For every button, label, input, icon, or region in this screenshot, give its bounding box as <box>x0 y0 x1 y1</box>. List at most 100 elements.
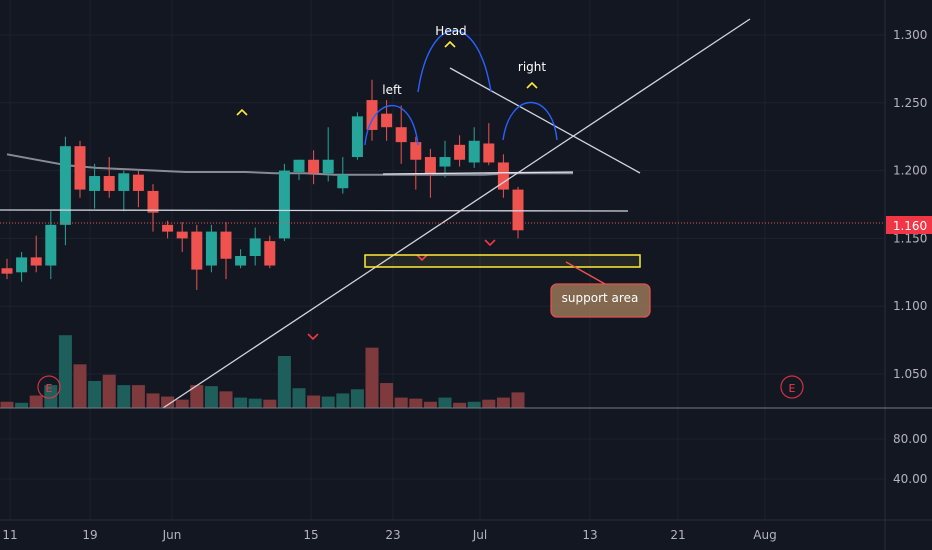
moving-average-line <box>6 153 573 176</box>
drawings <box>0 18 885 409</box>
candle-body <box>16 257 28 273</box>
support-callout-box <box>550 283 651 318</box>
volume-bar <box>482 399 496 408</box>
price-tick-label: 1.300 <box>893 28 927 42</box>
time-tick-label: 23 <box>385 528 400 542</box>
volume-bar <box>234 397 248 408</box>
volume-bar <box>467 401 481 408</box>
candle-body <box>45 224 57 266</box>
time-tick-label: 21 <box>670 528 685 542</box>
volume-bar <box>438 397 452 408</box>
volume-tick-label: 40.00 <box>893 472 927 486</box>
candle-body <box>322 159 334 174</box>
volume-bar <box>365 347 379 408</box>
volume-bar <box>307 395 321 408</box>
volume-bar <box>29 395 43 408</box>
candle-body <box>351 116 363 158</box>
volume-bar <box>204 386 218 408</box>
left-shoulder-arc <box>364 105 419 146</box>
candle-body <box>235 256 247 266</box>
candle-body <box>497 162 509 190</box>
candle-body <box>424 157 436 174</box>
volume-bar <box>336 393 350 408</box>
candle-body <box>410 142 422 160</box>
candle-body <box>191 231 203 270</box>
volume-bar <box>117 385 131 408</box>
candle-body <box>483 143 495 163</box>
candle-body <box>220 231 232 259</box>
candle-body <box>381 113 393 128</box>
support-area-box <box>364 254 641 268</box>
time-tick-label: Jul <box>472 528 487 542</box>
candle-body <box>59 146 71 225</box>
ascending-trendline <box>162 18 751 409</box>
volume-bars <box>0 335 525 408</box>
volume-bar <box>131 385 145 408</box>
price-tick-label: 1.050 <box>893 367 927 381</box>
right-shoulder-arc <box>502 101 558 141</box>
neckline-segment <box>382 171 574 175</box>
candle-body <box>454 144 466 160</box>
callout-pointer <box>565 261 606 285</box>
candle-body <box>176 231 188 239</box>
price-tick-label: 1.250 <box>893 96 927 110</box>
time-tick-label: 15 <box>303 528 318 542</box>
candle-body <box>308 159 320 174</box>
volume-bar <box>496 397 510 408</box>
volume-bar <box>394 397 408 408</box>
volume-bar <box>73 364 87 408</box>
peak-marker-icon <box>236 108 248 116</box>
candle-body <box>147 190 159 213</box>
candle-body <box>30 257 42 266</box>
peak-marker-icon <box>526 81 538 89</box>
volume-bar <box>248 398 262 408</box>
candle-body <box>366 100 378 130</box>
candle-body <box>468 140 480 163</box>
candle-body <box>278 170 290 239</box>
right-shoulder-label: right <box>518 60 546 74</box>
earnings-icon <box>780 375 804 399</box>
candle-body <box>264 241 276 266</box>
volume-bar <box>146 393 160 408</box>
candlesticks <box>1 79 573 290</box>
earnings-marker-label: E <box>789 382 796 395</box>
time-tick-label: 11 <box>2 528 17 542</box>
trough-marker-icon <box>484 239 496 247</box>
support-area-label: support area <box>562 291 639 305</box>
volume-bar <box>380 383 394 408</box>
left-shoulder-label: left <box>382 83 402 97</box>
candle-body <box>395 127 407 143</box>
earnings-icon <box>37 375 61 399</box>
price-tick-label: 1.200 <box>893 164 927 178</box>
descending-trendline <box>449 67 641 174</box>
candle-body <box>162 224 174 232</box>
volume-bar <box>219 391 233 408</box>
volume-tick-label: 80.00 <box>893 432 927 446</box>
peak-marker-icon <box>444 40 456 48</box>
volume-bar <box>409 398 423 408</box>
candle-body <box>118 173 130 191</box>
time-tick-label: Jun <box>162 528 182 542</box>
volume-bar <box>58 335 72 408</box>
volume-bar <box>88 380 102 408</box>
earnings-marker-label: E <box>46 382 53 395</box>
trough-marker-icon <box>416 254 428 262</box>
volume-bar <box>453 402 467 408</box>
volume-bar <box>175 399 189 408</box>
head-arc <box>417 30 492 93</box>
horizontal-level-line <box>0 209 629 212</box>
candle-body <box>512 189 524 231</box>
candle-body <box>89 176 101 191</box>
volume-bar <box>263 399 277 408</box>
current-price-label: 1.160 <box>893 219 927 233</box>
volume-bar <box>277 356 291 408</box>
candle-body <box>293 159 305 172</box>
candle-body <box>103 176 115 191</box>
time-tick-label: Aug <box>753 528 776 542</box>
grid-lines <box>0 0 885 520</box>
volume-bar <box>0 401 14 408</box>
time-tick-label: 19 <box>82 528 97 542</box>
trough-marker-icon <box>307 333 319 341</box>
